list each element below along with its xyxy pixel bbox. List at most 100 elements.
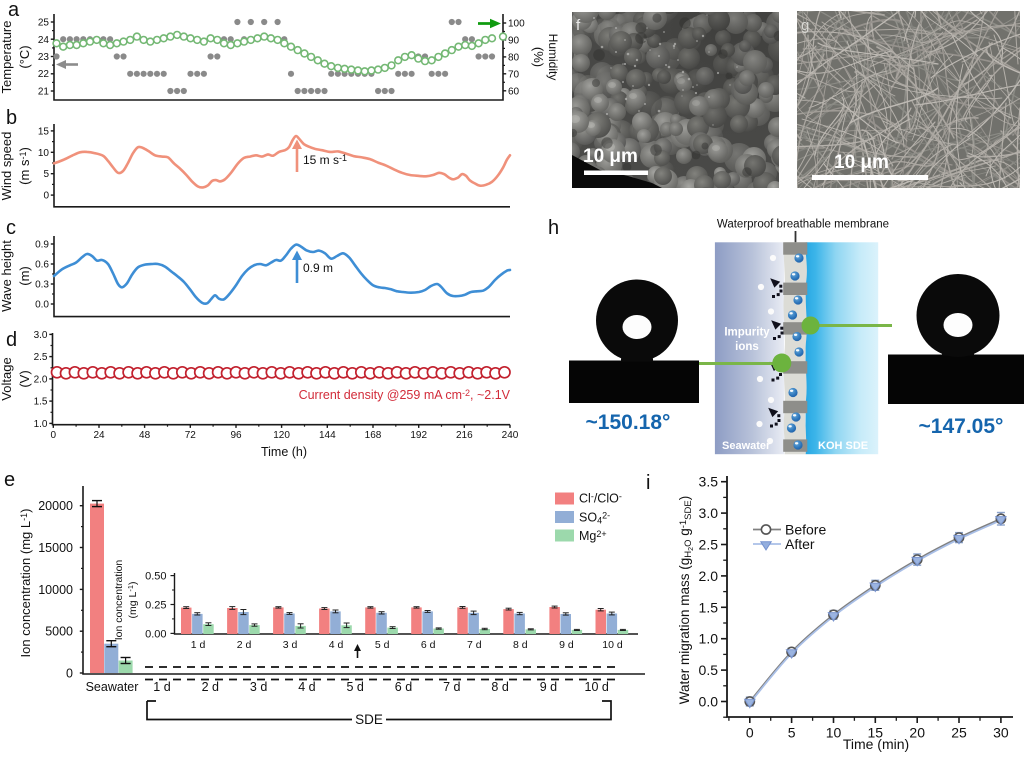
svg-text:(°C): (°C) — [17, 45, 32, 68]
svg-text:5: 5 — [43, 169, 49, 180]
svg-text:0.25: 0.25 — [145, 600, 166, 612]
svg-text:0.0: 0.0 — [35, 300, 49, 311]
svg-text:Humidity: Humidity — [546, 34, 560, 81]
svg-text:10: 10 — [38, 148, 50, 159]
svg-text:5000: 5000 — [45, 625, 73, 639]
svg-text:(m): (m) — [17, 266, 32, 286]
svg-text:Voltage: Voltage — [0, 357, 14, 400]
svg-text:5 d: 5 d — [375, 639, 390, 651]
svg-text:3.5: 3.5 — [699, 474, 719, 490]
svg-text:SO42-: SO42- — [579, 510, 610, 525]
svg-text:10 d: 10 d — [602, 639, 623, 651]
svg-text:Before: Before — [785, 522, 826, 538]
svg-text:24: 24 — [93, 430, 105, 441]
svg-text:e: e — [4, 469, 15, 491]
svg-text:(m s-1): (m s-1) — [17, 147, 32, 185]
svg-text:22: 22 — [38, 69, 50, 80]
svg-text:0.6: 0.6 — [35, 260, 49, 271]
svg-text:After: After — [785, 536, 815, 552]
svg-text:3 d: 3 d — [250, 680, 267, 694]
svg-text:ions: ions — [735, 341, 759, 353]
svg-text:~150.18°: ~150.18° — [586, 411, 671, 434]
svg-text:9 d: 9 d — [559, 639, 574, 651]
svg-text:24: 24 — [38, 35, 50, 46]
svg-text:0.0: 0.0 — [699, 694, 719, 710]
svg-text:1 d: 1 d — [153, 680, 170, 694]
svg-text:15: 15 — [868, 725, 884, 741]
svg-text:f: f — [576, 17, 581, 34]
svg-text:8 d: 8 d — [513, 639, 528, 651]
svg-text:2 d: 2 d — [202, 680, 219, 694]
svg-text:10: 10 — [826, 725, 842, 741]
svg-text:5 d: 5 d — [347, 680, 364, 694]
svg-text:0.9 m: 0.9 m — [303, 261, 333, 275]
svg-text:Wave height: Wave height — [0, 240, 14, 312]
svg-text:8 d: 8 d — [491, 680, 508, 694]
svg-text:a: a — [8, 0, 20, 21]
svg-text:2.5: 2.5 — [699, 537, 719, 553]
svg-text:(V): (V) — [17, 370, 32, 387]
svg-text:48: 48 — [139, 430, 151, 441]
svg-text:70: 70 — [508, 69, 520, 80]
svg-text:100: 100 — [508, 19, 525, 30]
svg-text:15: 15 — [38, 126, 50, 137]
svg-text:h: h — [548, 217, 559, 239]
svg-text:Temperature: Temperature — [0, 21, 14, 94]
svg-text:Waterproof breathable membrane: Waterproof breathable membrane — [717, 219, 889, 231]
svg-text:Seawater: Seawater — [86, 680, 139, 694]
svg-text:2.0: 2.0 — [699, 568, 719, 584]
svg-text:96: 96 — [230, 430, 242, 441]
svg-text:d: d — [6, 329, 17, 351]
svg-text:6 d: 6 d — [421, 639, 436, 651]
svg-text:3.0: 3.0 — [34, 330, 48, 341]
svg-text:4 d: 4 d — [329, 639, 344, 651]
svg-text:0: 0 — [66, 667, 73, 681]
svg-text:30: 30 — [993, 725, 1009, 741]
svg-text:72: 72 — [185, 430, 197, 441]
svg-text:Time (min): Time (min) — [843, 736, 909, 752]
svg-text:7 d: 7 d — [467, 639, 482, 651]
svg-text:SDE: SDE — [355, 712, 383, 727]
svg-text:20: 20 — [909, 725, 925, 741]
svg-text:20000: 20000 — [38, 499, 73, 513]
svg-text:3 d: 3 d — [283, 639, 298, 651]
svg-text:5: 5 — [788, 725, 796, 741]
svg-text:g: g — [801, 17, 809, 34]
svg-text:9 d: 9 d — [540, 680, 557, 694]
svg-text:21: 21 — [38, 87, 50, 98]
svg-text:4 d: 4 d — [298, 680, 315, 694]
svg-text:240: 240 — [502, 430, 519, 441]
svg-text:2 d: 2 d — [237, 639, 252, 651]
svg-text:Mg2+: Mg2+ — [579, 529, 607, 543]
svg-text:(mg L-1): (mg L-1) — [126, 581, 139, 618]
svg-text:Current density @259 mA cm-2,: Current density @259 mA cm-2, ~2.1V — [299, 388, 511, 402]
svg-text:2.5: 2.5 — [34, 352, 48, 363]
svg-text:KOH SDE: KOH SDE — [818, 440, 868, 452]
svg-text:0.3: 0.3 — [35, 280, 49, 291]
svg-text:Water migration mass (gH2O g-1: Water migration mass (gH2O g-1SDE) — [677, 496, 695, 704]
svg-text:25: 25 — [38, 18, 50, 29]
svg-text:c: c — [6, 217, 16, 239]
svg-text:0.5: 0.5 — [699, 662, 719, 678]
svg-text:1.0: 1.0 — [699, 631, 719, 647]
svg-text:7 d: 7 d — [443, 680, 460, 694]
svg-text:0: 0 — [51, 430, 57, 441]
svg-text:6 d: 6 d — [395, 680, 412, 694]
svg-text:1.0: 1.0 — [34, 419, 48, 430]
svg-text:Ion concentration (mg L-1): Ion concentration (mg L-1) — [18, 509, 33, 658]
svg-text:1 d: 1 d — [191, 639, 206, 651]
svg-text:0.50: 0.50 — [145, 571, 166, 583]
svg-text:Time (h): Time (h) — [261, 445, 307, 459]
svg-text:0.9: 0.9 — [35, 240, 49, 251]
svg-text:10 μm: 10 μm — [834, 152, 889, 173]
svg-text:10 d: 10 d — [585, 680, 609, 694]
svg-text:10000: 10000 — [38, 583, 73, 597]
svg-text:60: 60 — [508, 86, 520, 97]
svg-text:80: 80 — [508, 52, 520, 63]
svg-text:0: 0 — [43, 191, 49, 202]
svg-text:Ion concentration: Ion concentration — [113, 560, 125, 641]
svg-text:(%): (%) — [531, 47, 546, 67]
svg-text:192: 192 — [410, 430, 427, 441]
svg-text:Impurity: Impurity — [724, 327, 770, 339]
svg-text:b: b — [6, 107, 17, 129]
